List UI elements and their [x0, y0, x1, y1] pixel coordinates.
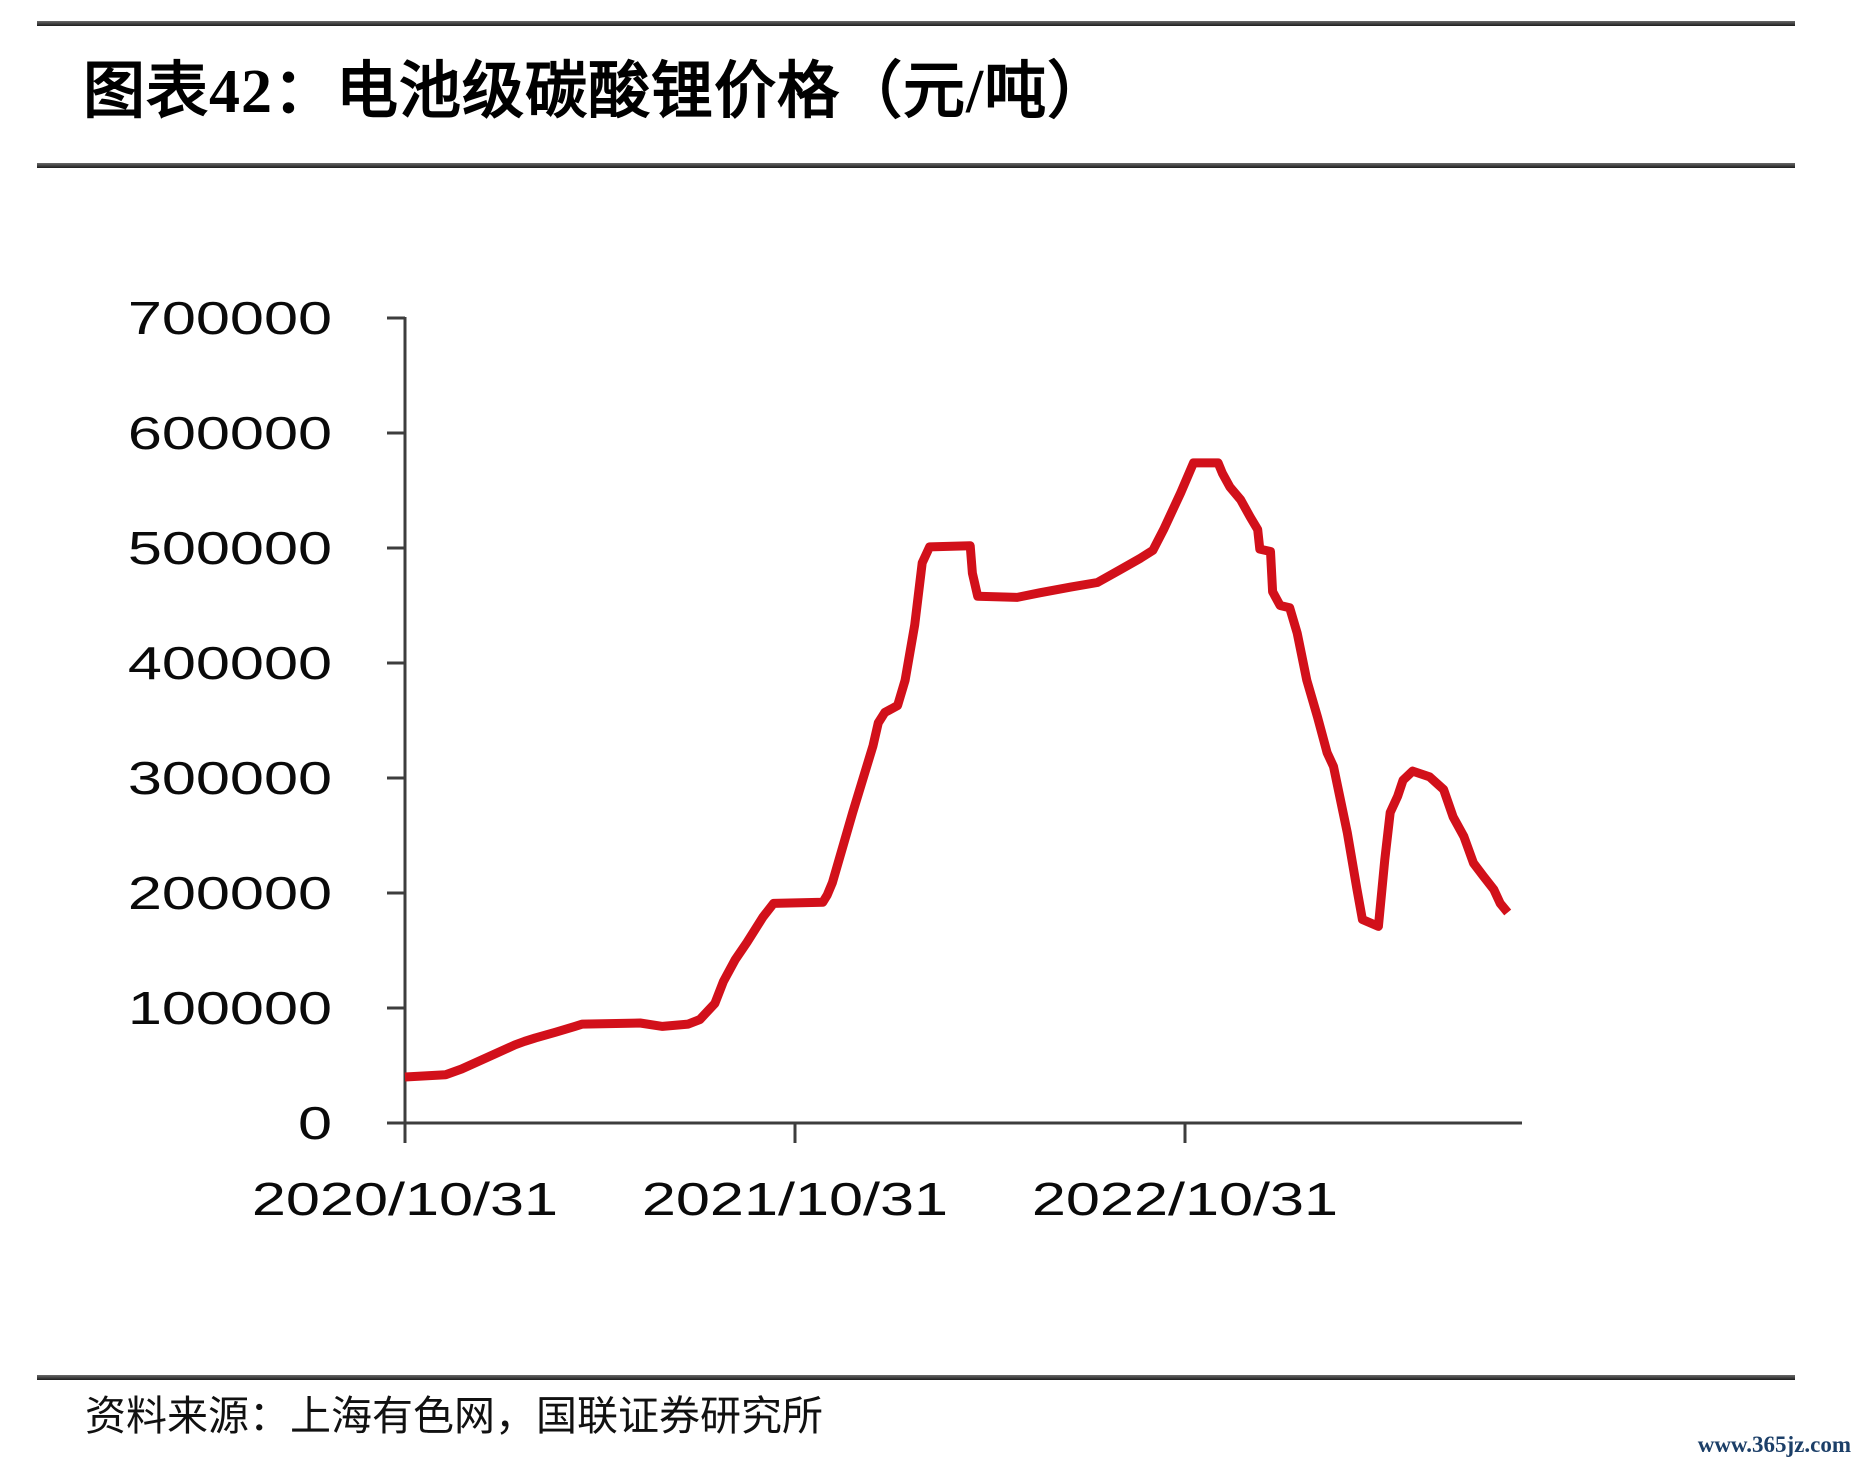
x-axis-tick-label: 2021/10/31 [641, 1173, 949, 1225]
title-bottom-rule [37, 163, 1795, 168]
chart-canvas [387, 316, 1522, 1143]
source-note: 资料来源：上海有色网，国联证券研究所 [85, 1393, 823, 1439]
x-axis-tick-label: 2020/10/31 [251, 1173, 559, 1225]
title-top-rule [37, 21, 1795, 26]
price-line-series [404, 458, 1512, 1082]
line-chart: 0 100000 200000 300000 400000 500000 600000 700… [0, 180, 1861, 1340]
y-axis-tick-label: 400000 [127, 637, 332, 689]
y-axis-tick-label: 100000 [127, 982, 332, 1034]
y-axis-tick-label: 200000 [127, 867, 332, 919]
y-axis-tick-label: 300000 [127, 752, 332, 804]
y-axis-tick-label: 500000 [127, 522, 332, 574]
x-axis-tick-label: 2022/10/31 [1031, 1173, 1339, 1225]
y-axis-tick-label: 600000 [127, 407, 332, 459]
y-axis-tick-label: 700000 [127, 292, 332, 344]
watermark: www.365jz.com [1697, 1432, 1851, 1457]
y-axis-tick-label: 0 [297, 1097, 332, 1149]
figure-title: 图表42：电池级碳酸锂价格（元/吨） [83, 58, 1111, 126]
source-top-rule [37, 1375, 1795, 1380]
